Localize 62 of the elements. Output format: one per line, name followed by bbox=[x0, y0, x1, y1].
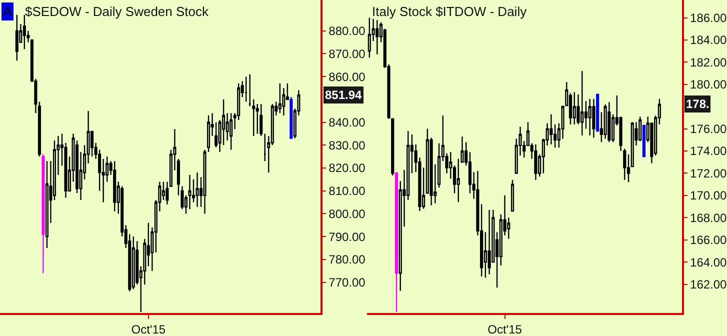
candlestick bbox=[290, 96, 293, 139]
candlestick bbox=[113, 160, 116, 212]
x-tick-label: Oct'15 bbox=[488, 322, 522, 336]
candlestick bbox=[604, 104, 607, 140]
y-tick-label: 166.00 bbox=[690, 233, 727, 248]
y-tick-label: 174.00 bbox=[690, 144, 727, 158]
candlestick bbox=[580, 70, 584, 136]
candlestick bbox=[394, 172, 398, 313]
candlestick bbox=[132, 236, 135, 290]
candlestick bbox=[45, 160, 48, 249]
y-tick-label: 170.00 bbox=[690, 188, 727, 203]
y-tick-label: 168.00 bbox=[690, 210, 727, 225]
y-tick-label: 176.00 bbox=[690, 122, 727, 136]
y-tick-label: 186.00 bbox=[690, 10, 727, 25]
candlestick bbox=[256, 103, 259, 134]
candlestick bbox=[630, 122, 634, 168]
y-tick-label: 810.00 bbox=[328, 184, 366, 198]
candlestick bbox=[188, 174, 192, 210]
candlestick bbox=[534, 144, 538, 180]
y-tick-label: 162.00 bbox=[690, 277, 727, 292]
y-tick-label: 164.00 bbox=[690, 255, 727, 270]
candlestick bbox=[638, 116, 642, 142]
y-tick-label: 820.00 bbox=[328, 161, 366, 176]
candlestick bbox=[196, 172, 199, 208]
candlestick bbox=[642, 124, 646, 158]
y-tick-label: 880.00 bbox=[328, 24, 366, 38]
text: 178. bbox=[686, 97, 710, 111]
candlestick bbox=[608, 102, 611, 143]
y-tick-label: 780.00 bbox=[328, 252, 366, 267]
candlestick bbox=[42, 154, 45, 274]
y-tick-label: 182.00 bbox=[690, 55, 727, 70]
candlestick bbox=[278, 82, 282, 114]
candlestick bbox=[260, 103, 263, 137]
chart-title: $SEDOW - Daily Sweden Stock bbox=[25, 4, 210, 19]
candlestick bbox=[282, 87, 286, 116]
y-tick-label: 840.00 bbox=[328, 115, 366, 130]
candlestick bbox=[244, 76, 248, 102]
chart-title: Italy Stock $ITDOW - Daily bbox=[372, 4, 528, 19]
y-tick-label: 830.00 bbox=[328, 138, 366, 152]
y-tick-label: 800.00 bbox=[328, 206, 366, 221]
candlestick bbox=[510, 179, 514, 212]
y-tick-label: 172.00 bbox=[690, 166, 727, 180]
candlestick bbox=[588, 98, 592, 136]
text: A bbox=[3, 4, 12, 19]
candlestick bbox=[592, 98, 596, 138]
y-tick-label: 180.00 bbox=[690, 78, 727, 92]
y-tick-label: 870.00 bbox=[328, 46, 366, 61]
y-tick-label: 860.00 bbox=[328, 70, 366, 84]
y-tick-label: 770.00 bbox=[328, 275, 366, 290]
text: 851.94 bbox=[325, 88, 362, 102]
candlestick bbox=[572, 92, 576, 125]
x-tick-label: Oct'15 bbox=[131, 322, 166, 336]
y-tick-label: 184.00 bbox=[690, 33, 727, 48]
candlestick bbox=[488, 209, 491, 275]
candlestick bbox=[368, 17, 371, 58]
candlestick bbox=[15, 14, 18, 62]
candlestick bbox=[22, 14, 26, 50]
candlestick bbox=[550, 114, 553, 145]
candlestick bbox=[376, 19, 379, 56]
y-tick-label: 790.00 bbox=[328, 230, 366, 244]
candlestick bbox=[596, 94, 600, 132]
candlestick bbox=[230, 112, 233, 150]
